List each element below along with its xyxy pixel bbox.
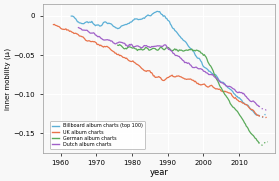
Y-axis label: inner mobility (μᵢ): inner mobility (μᵢ) <box>4 47 11 110</box>
X-axis label: year: year <box>149 168 168 177</box>
Legend: Billboard album charts (top 100), UK album charts, German album charts, Dutch al: Billboard album charts (top 100), UK alb… <box>50 121 145 149</box>
